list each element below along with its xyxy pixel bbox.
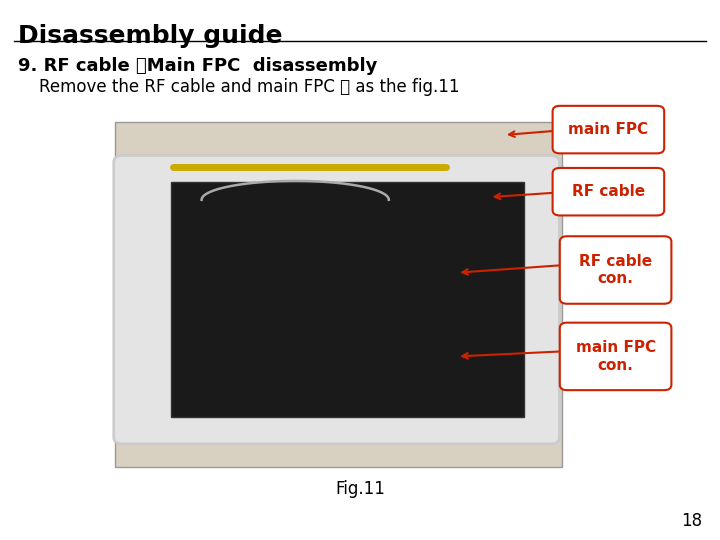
Text: main FPC
con.: main FPC con. xyxy=(575,340,656,373)
FancyBboxPatch shape xyxy=(553,168,665,215)
Text: 18: 18 xyxy=(681,512,702,530)
FancyBboxPatch shape xyxy=(560,322,671,390)
Text: 9. RF cable 、Main FPC  disassembly: 9. RF cable 、Main FPC disassembly xyxy=(18,57,377,75)
Text: main FPC: main FPC xyxy=(568,122,649,137)
Text: Remove the RF cable and main FPC ， as the fig.11: Remove the RF cable and main FPC ， as th… xyxy=(18,78,459,96)
FancyBboxPatch shape xyxy=(171,182,524,417)
FancyBboxPatch shape xyxy=(115,122,562,467)
Text: RF cable: RF cable xyxy=(572,184,645,199)
FancyBboxPatch shape xyxy=(114,156,559,444)
Text: RF cable
con.: RF cable con. xyxy=(579,254,652,286)
FancyBboxPatch shape xyxy=(560,237,671,303)
Text: Disassembly guide: Disassembly guide xyxy=(18,24,282,48)
FancyBboxPatch shape xyxy=(553,106,665,153)
Text: Fig.11: Fig.11 xyxy=(335,480,385,497)
